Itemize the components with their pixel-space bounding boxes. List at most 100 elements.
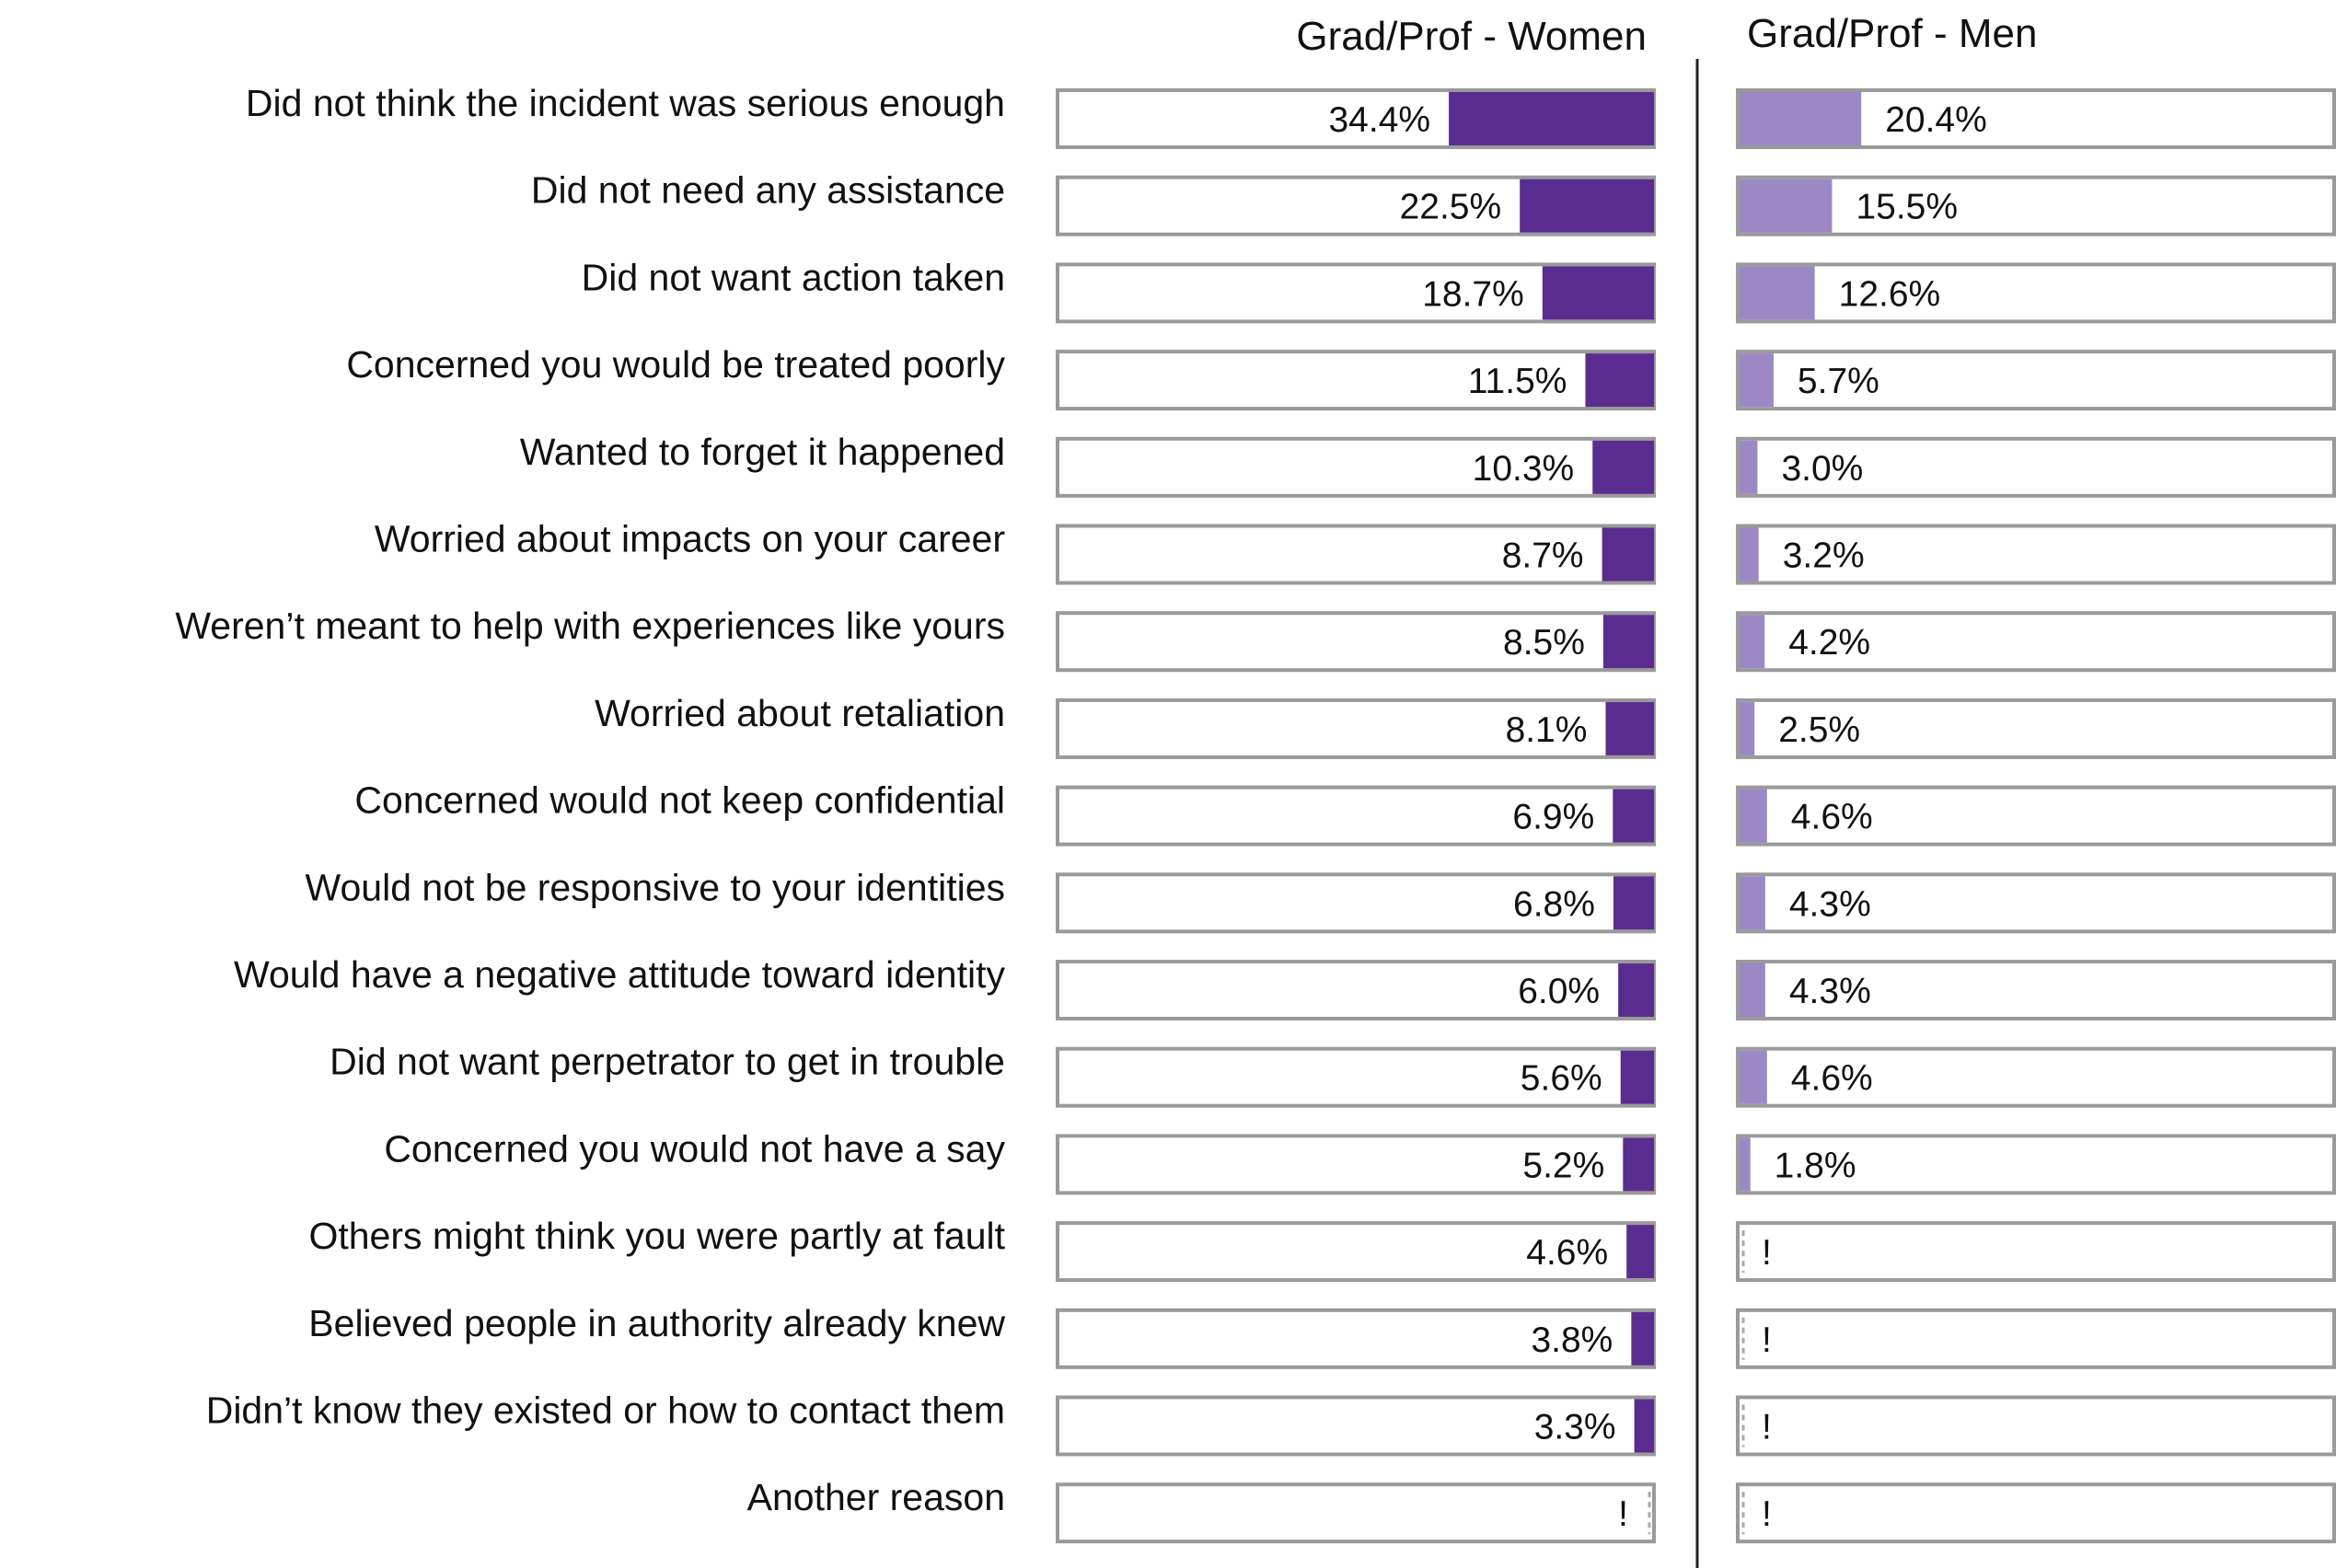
men-bar-frame (1736, 785, 2336, 847)
women-bar (1620, 1050, 1654, 1104)
women-bar-frame (1056, 785, 1656, 847)
men-bar-frame (1736, 436, 2336, 498)
women-bar (1602, 527, 1654, 582)
women-bar-frame (1056, 698, 1656, 759)
category-label: Would not be responsive to your identiti… (306, 866, 1005, 908)
women-bar (1542, 266, 1654, 320)
men-bar (1740, 789, 1767, 843)
women-value-label: 11.5% (1468, 362, 1567, 401)
women-value-label: 8.5% (1503, 623, 1585, 663)
men-value-label: 3.0% (1781, 449, 1863, 489)
women-value-label: 8.7% (1502, 536, 1584, 576)
men-value-label: 3.2% (1783, 536, 1865, 576)
men-value-label: ! (1762, 1494, 1772, 1534)
women-bar (1623, 1137, 1654, 1192)
men-bar (1740, 527, 1759, 582)
men-value-label: 12.6% (1839, 274, 1941, 314)
men-bar-frame (1736, 960, 2336, 1020)
women-bar (1631, 1311, 1654, 1366)
men-bar-frame (1736, 524, 2336, 585)
women-value-label: 3.8% (1531, 1320, 1613, 1360)
men-bar-frame (1736, 262, 2336, 324)
men-value-label: 20.4% (1885, 100, 1987, 140)
women-bar (1602, 615, 1654, 669)
women-bar-frame (1056, 1134, 1656, 1195)
women-value-label: 8.1% (1506, 710, 1588, 750)
men-bar-frame (1736, 1395, 2336, 1457)
men-value-label: 1.8% (1775, 1146, 1856, 1185)
men-bar-frame (1736, 1046, 2336, 1108)
women-value-label: 3.3% (1534, 1408, 1616, 1447)
men-bar (1740, 179, 1833, 233)
category-label: Worried about impacts on your career (375, 518, 1005, 560)
chart-rows: Did not think the incident was serious e… (175, 82, 2336, 1544)
women-bar (1449, 92, 1654, 145)
women-bar-frame (1056, 524, 1656, 585)
women-bar (1585, 353, 1654, 408)
category-label: Weren’t meant to help with experiences l… (175, 605, 1005, 647)
men-bar-frame (1736, 698, 2336, 759)
women-panel-title: Grad/Prof - Women (1296, 14, 1647, 59)
men-panel-title: Grad/Prof - Men (1747, 11, 2037, 56)
men-bar (1740, 92, 1862, 145)
women-bar (1520, 179, 1654, 233)
men-value-label: 4.6% (1791, 1059, 1873, 1099)
women-bar (1613, 789, 1654, 843)
category-label: Did not want action taken (582, 256, 1005, 298)
women-value-label: 5.6% (1521, 1059, 1602, 1099)
women-bar-frame (1056, 1482, 1656, 1544)
men-bar (1740, 963, 1765, 1017)
category-label: Concerned you would be treated poorly (346, 343, 1005, 386)
women-bar (1626, 1225, 1654, 1279)
category-label: Another reason (747, 1476, 1005, 1518)
men-value-label: 2.5% (1778, 710, 1860, 750)
men-value-label: 4.6% (1791, 798, 1873, 837)
men-value-label: 15.5% (1856, 188, 1958, 227)
women-bar-frame (1056, 1221, 1656, 1283)
men-bar (1740, 701, 1755, 755)
women-bar (1592, 440, 1654, 494)
women-value-label: 18.7% (1422, 274, 1524, 314)
men-bar-frame (1736, 1308, 2336, 1369)
women-bar (1605, 701, 1654, 755)
men-bar-frame (1736, 872, 2336, 934)
women-bar-frame (1056, 960, 1656, 1020)
women-value-label: ! (1618, 1494, 1628, 1534)
women-value-label: 5.2% (1522, 1146, 1604, 1185)
men-bar (1740, 440, 1758, 494)
women-bar (1613, 876, 1654, 930)
category-label: Concerned you would not have a say (384, 1127, 1005, 1170)
women-bar-frame (1056, 1395, 1656, 1457)
men-bar (1740, 266, 1815, 320)
category-label: Did not need any assistance (531, 169, 1005, 212)
category-label: Believed people in authority already kne… (308, 1302, 1005, 1344)
men-bar (1740, 1137, 1751, 1192)
category-label: Didn’t know they existed or how to conta… (206, 1389, 1005, 1432)
men-value-label: 5.7% (1798, 362, 1879, 401)
men-bar (1740, 876, 1765, 930)
men-bar (1740, 353, 1774, 408)
men-bar-frame (1736, 1482, 2336, 1544)
men-bar-frame (1736, 175, 2336, 236)
women-value-label: 6.8% (1513, 884, 1595, 924)
women-value-label: 4.6% (1526, 1233, 1608, 1273)
men-value-label: 4.2% (1788, 623, 1870, 663)
women-value-label: 10.3% (1473, 449, 1575, 489)
category-label: Others might think you were partly at fa… (308, 1215, 1005, 1257)
category-label: Worried about retaliation (595, 692, 1005, 734)
women-bar (1618, 963, 1654, 1017)
men-bar-frame (1736, 1134, 2336, 1195)
men-bar-frame (1736, 1221, 2336, 1283)
women-value-label: 34.4% (1328, 100, 1430, 140)
women-bar-frame (1056, 872, 1656, 934)
category-label: Did not want perpetrator to get in troub… (330, 1041, 1005, 1083)
men-value-label: 4.3% (1789, 884, 1871, 924)
men-value-label: 4.3% (1789, 972, 1871, 1011)
men-bar-frame (1736, 350, 2336, 411)
category-label: Did not think the incident was serious e… (246, 82, 1005, 124)
men-value-label: ! (1762, 1408, 1772, 1447)
men-value-label: ! (1762, 1320, 1772, 1360)
men-value-label: ! (1762, 1233, 1772, 1273)
women-value-label: 6.0% (1518, 972, 1600, 1011)
